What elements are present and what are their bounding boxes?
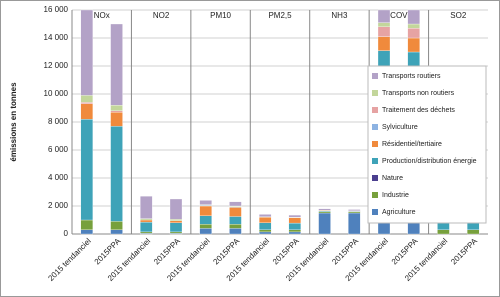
bar-segment	[318, 208, 331, 211]
bar-segment	[377, 36, 391, 51]
bar-segment	[377, 9, 391, 23]
bar-segment	[288, 214, 302, 218]
bar-segment	[229, 201, 242, 207]
legend-label: Transports routiers	[382, 73, 441, 80]
legend-swatch	[372, 209, 378, 215]
y-tick-label: 4 000	[48, 173, 69, 182]
legend-swatch	[372, 107, 378, 113]
bar-segment	[110, 105, 123, 111]
bar-segment	[288, 229, 302, 233]
bar-segment	[169, 231, 183, 234]
legend-box	[367, 65, 487, 224]
bar-segment	[110, 221, 123, 230]
bar-segment	[169, 198, 183, 220]
y-tick-label: 12 000	[44, 61, 69, 70]
bar-segment	[199, 228, 212, 235]
bar-segment	[377, 22, 391, 27]
y-tick-label: 2 000	[48, 201, 69, 210]
bar-segment	[229, 207, 242, 217]
legend-label: Production/distribution énergie	[382, 158, 477, 165]
bar-segment	[169, 220, 183, 223]
bar-segment	[110, 126, 123, 222]
bar-segment	[80, 229, 94, 235]
bar-segment	[258, 222, 272, 230]
bar-segment	[407, 37, 420, 53]
y-tick-label: 0	[64, 229, 69, 238]
legend-label: Industrie	[382, 192, 409, 199]
legend-swatch	[372, 158, 378, 164]
y-tick-label: 14 000	[44, 33, 69, 42]
y-tick-label: 10 000	[44, 89, 69, 98]
bar-segment	[140, 221, 153, 233]
bar-segment	[229, 216, 242, 225]
bar-segment	[140, 219, 153, 223]
group-label: COV	[390, 11, 408, 20]
bar-segment	[199, 224, 212, 229]
bar-segment	[318, 211, 331, 214]
bar-segment	[80, 102, 94, 104]
bar-segment	[110, 23, 123, 106]
bar-segment	[110, 112, 123, 127]
bar-segment	[377, 26, 391, 37]
bar-segment	[229, 228, 242, 235]
bar-segment	[169, 219, 183, 221]
legend-label: Résidentiel/tertiaire	[382, 141, 442, 148]
legend-label: Sylviculture	[382, 124, 418, 131]
legend-swatch	[372, 90, 378, 96]
y-axis-title: émissions en tonnes	[9, 82, 18, 162]
legend-swatch	[372, 124, 378, 130]
bar-segment	[110, 110, 123, 113]
group-label: NO2	[153, 11, 170, 20]
legend-swatch	[372, 175, 378, 181]
legend-label: Traitement des déchets	[382, 107, 455, 114]
bar-segment	[258, 229, 272, 233]
bar-segment	[199, 215, 212, 225]
legend-swatch	[372, 141, 378, 147]
bar-segment	[348, 212, 361, 235]
bar-segment	[80, 103, 94, 120]
bar-segment	[288, 222, 302, 230]
y-tick-label: 8 000	[48, 117, 69, 126]
bar-segment	[140, 231, 153, 234]
legend-label: Nature	[382, 175, 403, 182]
bar-segment	[80, 95, 94, 103]
group-label: NOx	[94, 11, 110, 20]
bar-segment	[80, 9, 94, 96]
legend-label: Transports non routiers	[382, 90, 455, 97]
group-label: PM2,5	[268, 11, 292, 20]
bar-segment	[318, 212, 331, 235]
bar-segment	[407, 28, 420, 39]
bar-segment	[229, 224, 242, 229]
bar-segment	[437, 229, 450, 235]
bar-segment	[140, 218, 153, 221]
bar-segment	[199, 205, 212, 216]
legend-swatch	[372, 192, 378, 198]
bar-segment	[140, 196, 153, 219]
bar-segment	[288, 217, 302, 224]
y-tick-label: 6 000	[48, 145, 69, 154]
bar-segment	[407, 23, 420, 29]
bar-segment	[348, 211, 361, 214]
group-label: NH3	[331, 11, 348, 20]
bar-segment	[407, 9, 420, 25]
group-label: SO2	[450, 11, 467, 20]
bar-segment	[288, 231, 302, 235]
bar-segment	[466, 229, 480, 235]
bar-segment	[199, 200, 212, 205]
bar-segment	[258, 214, 272, 217]
bar-segment	[80, 219, 94, 230]
legend-label: Agriculture	[382, 209, 416, 216]
bar-segment	[258, 217, 272, 223]
bar-segment	[110, 229, 123, 235]
legend-swatch	[372, 73, 378, 79]
group-label: PM10	[210, 11, 231, 20]
bar-segment	[169, 222, 183, 233]
bar-segment	[348, 209, 361, 211]
y-tick-label: 16 000	[44, 5, 69, 14]
bar-segment	[258, 231, 272, 235]
bar-segment	[80, 119, 94, 221]
